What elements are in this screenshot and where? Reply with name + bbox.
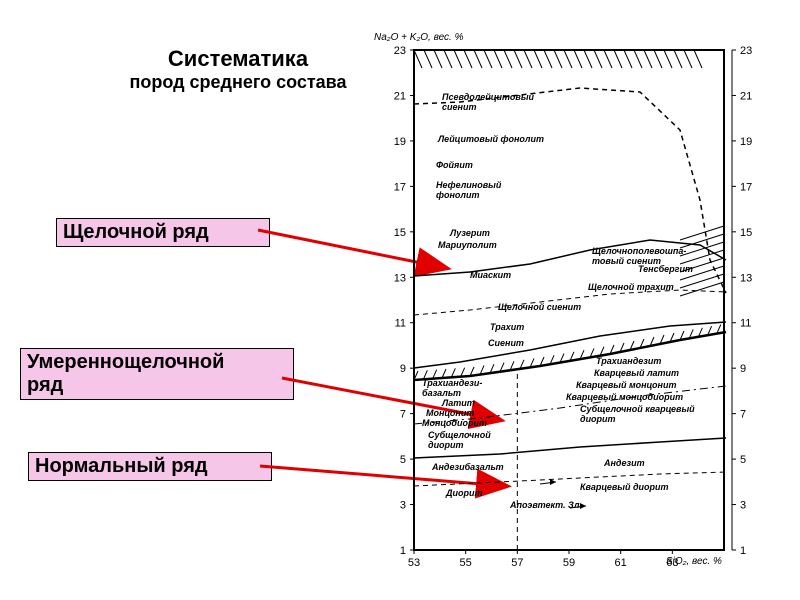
svg-text:Щелочнополевошпа-: Щелочнополевошпа-: [592, 246, 686, 256]
svg-text:61: 61: [615, 557, 627, 569]
svg-text:диорит: диорит: [428, 440, 464, 450]
svg-text:Субщелочной: Субщелочной: [428, 430, 491, 440]
svg-text:диорит: диорит: [580, 414, 616, 424]
svg-text:23: 23: [394, 45, 406, 57]
svg-text:Трахиандезит: Трахиандезит: [596, 356, 661, 366]
svg-text:Апоэвтект. Зл.: Апоэвтект. Зл.: [509, 500, 582, 510]
svg-text:Трахит: Трахит: [490, 322, 524, 332]
svg-text:19: 19: [740, 136, 752, 148]
svg-text:3: 3: [740, 500, 746, 512]
svg-text:Кварцевый монцодиорит: Кварцевый монцодиорит: [566, 392, 683, 402]
svg-text:9: 9: [740, 363, 746, 375]
svg-text:21: 21: [740, 90, 752, 102]
svg-text:7: 7: [400, 409, 406, 421]
svg-text:Кварцевый диорит: Кварцевый диорит: [580, 482, 669, 492]
svg-text:Щелочной сиенит: Щелочной сиенит: [498, 302, 581, 312]
svg-text:Лейцитовый фонолит: Лейцитовый фонолит: [437, 134, 544, 144]
svg-text:фонолит: фонолит: [436, 190, 480, 200]
svg-text:11: 11: [740, 318, 751, 330]
svg-text:3: 3: [400, 500, 406, 512]
svg-text:Псевдолейцитовый: Псевдолейцитовый: [442, 92, 535, 102]
svg-text:15: 15: [740, 227, 752, 239]
svg-text:Сиенит: Сиенит: [488, 338, 524, 348]
svg-text:Кварцевый латит: Кварцевый латит: [594, 368, 679, 378]
svg-text:Мариуполит: Мариуполит: [438, 240, 497, 250]
svg-text:15: 15: [394, 227, 406, 239]
svg-text:17: 17: [740, 181, 752, 193]
svg-text:Монцодиорит: Монцодиорит: [422, 418, 487, 428]
svg-text:Субщелочной кварцевый: Субщелочной кварцевый: [580, 404, 695, 414]
svg-text:55: 55: [460, 557, 472, 569]
svg-text:21: 21: [394, 90, 406, 102]
svg-text:Нефелиновый: Нефелиновый: [436, 180, 502, 190]
svg-text:сиенит: сиенит: [442, 102, 476, 112]
svg-text:5: 5: [740, 454, 746, 466]
tas-diagram: Na₂O + K₂O, вес. % SiO₂, вес. % 13579111…: [380, 40, 760, 570]
svg-text:13: 13: [394, 272, 406, 284]
svg-text:Щелочной трахит: Щелочной трахит: [588, 282, 674, 292]
plot-area: 1357911131517192123135791113151719212353…: [380, 40, 760, 580]
svg-text:Андезибазальт: Андезибазальт: [431, 462, 504, 472]
svg-text:Лузерит: Лузерит: [449, 228, 490, 238]
svg-text:5: 5: [400, 454, 406, 466]
svg-text:Тенсбергит: Тенсбергит: [638, 264, 693, 274]
svg-text:Андезит: Андезит: [603, 458, 645, 468]
svg-text:Монцонит: Монцонит: [426, 408, 474, 418]
svg-text:7: 7: [740, 409, 746, 421]
svg-text:17: 17: [394, 181, 406, 193]
svg-text:13: 13: [740, 272, 752, 284]
svg-text:57: 57: [511, 557, 523, 569]
svg-text:Миаскит: Миаскит: [470, 270, 511, 280]
svg-text:23: 23: [740, 45, 752, 57]
svg-text:19: 19: [394, 136, 406, 148]
svg-text:Фойяит: Фойяит: [436, 160, 473, 170]
svg-text:1: 1: [740, 545, 746, 557]
svg-text:59: 59: [563, 557, 575, 569]
svg-text:Трахиандези-: Трахиандези-: [422, 378, 482, 388]
svg-text:63: 63: [666, 557, 678, 569]
svg-text:Кварцевый монцонит: Кварцевый монцонит: [576, 380, 676, 390]
svg-text:Латит: Латит: [441, 398, 475, 408]
svg-text:11: 11: [395, 318, 406, 330]
svg-text:9: 9: [400, 363, 406, 375]
svg-text:53: 53: [408, 557, 420, 569]
svg-text:Диорит: Диорит: [445, 488, 483, 498]
svg-text:базальт: базальт: [422, 388, 461, 398]
svg-text:1: 1: [400, 545, 406, 557]
